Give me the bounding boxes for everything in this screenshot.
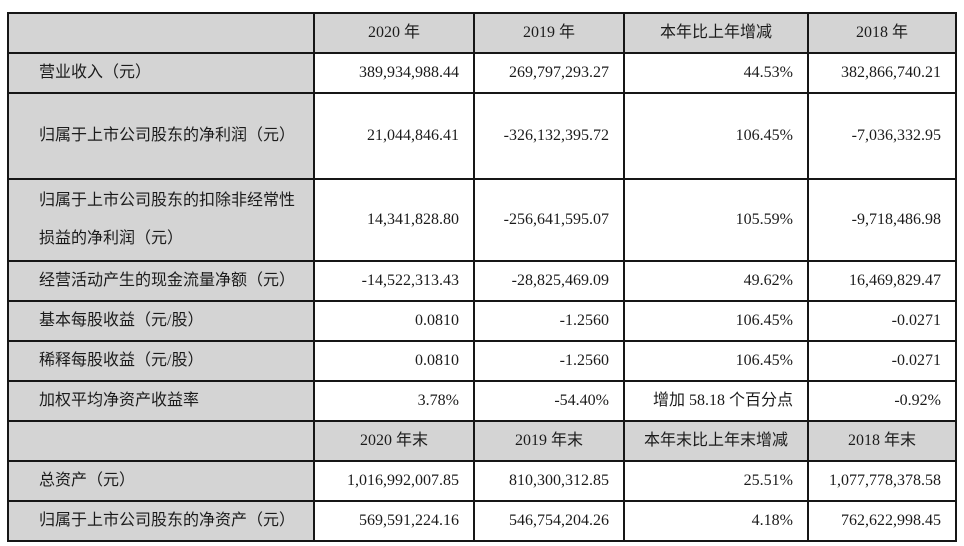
value-cell: 106.45% <box>623 340 809 382</box>
value-cell: -14,522,313.43 <box>313 260 475 302</box>
col-header-2020: 2020 年 <box>313 12 475 54</box>
row-label-deducted-net-profit: 归属于上市公司股东的扣除非经常性损益的净利润（元） <box>7 178 315 262</box>
value-cell: 1,016,992,007.85 <box>313 460 475 502</box>
row-label-basic-eps: 基本每股收益（元/股） <box>7 300 315 342</box>
value-cell: -0.0271 <box>807 340 957 382</box>
value-cell: 3.78% <box>313 380 475 422</box>
key-indicators-table: 2020 年 2019 年 本年比上年增减 2018 年 营业收入（元） 389… <box>7 12 957 542</box>
col-header-2018-end: 2018 年末 <box>807 420 957 462</box>
row-label-revenue: 营业收入（元） <box>7 52 315 94</box>
col-header-2019: 2019 年 <box>473 12 625 54</box>
value-cell: 21,044,846.41 <box>313 92 475 180</box>
value-cell: 14,341,828.80 <box>313 178 475 262</box>
row-label-weighted-roe: 加权平均净资产收益率 <box>7 380 315 422</box>
table-row: 经营活动产生的现金流量净额（元） -14,522,313.43 -28,825,… <box>7 260 957 302</box>
table-row: 加权平均净资产收益率 3.78% -54.40% 增加 58.18 个百分点 -… <box>7 380 957 422</box>
col-header-yoy-end-change: 本年末比上年末增减 <box>623 420 809 462</box>
value-cell: 546,754,204.26 <box>473 500 625 542</box>
value-cell: 增加 58.18 个百分点 <box>623 380 809 422</box>
value-cell: 569,591,224.16 <box>313 500 475 542</box>
value-cell: 382,866,740.21 <box>807 52 957 94</box>
table-row: 归属于上市公司股东的扣除非经常性损益的净利润（元） 14,341,828.80 … <box>7 178 957 262</box>
row-label-net-profit: 归属于上市公司股东的净利润（元） <box>7 92 315 180</box>
value-cell: -9,718,486.98 <box>807 178 957 262</box>
value-cell: 25.51% <box>623 460 809 502</box>
value-cell: -0.0271 <box>807 300 957 342</box>
value-cell: 106.45% <box>623 92 809 180</box>
value-cell: 16,469,829.47 <box>807 260 957 302</box>
value-cell: 810,300,312.85 <box>473 460 625 502</box>
value-cell: 105.59% <box>623 178 809 262</box>
header-row-year-end: 2020 年末 2019 年末 本年末比上年末增减 2018 年末 <box>7 420 957 462</box>
table-row: 总资产（元） 1,016,992,007.85 810,300,312.85 2… <box>7 460 957 502</box>
value-cell: -1.2560 <box>473 340 625 382</box>
value-cell: -0.92% <box>807 380 957 422</box>
table-row: 归属于上市公司股东的净资产（元） 569,591,224.16 546,754,… <box>7 500 957 542</box>
corner-cell <box>7 12 315 54</box>
table-row: 营业收入（元） 389,934,988.44 269,797,293.27 44… <box>7 52 957 94</box>
row-label-net-assets: 归属于上市公司股东的净资产（元） <box>7 500 315 542</box>
value-cell: -7,036,332.95 <box>807 92 957 180</box>
corner-cell <box>7 420 315 462</box>
value-cell: 269,797,293.27 <box>473 52 625 94</box>
value-cell: -54.40% <box>473 380 625 422</box>
value-cell: 4.18% <box>623 500 809 542</box>
financial-summary-table: 2020 年 2019 年 本年比上年增减 2018 年 营业收入（元） 389… <box>7 12 957 542</box>
row-label-total-assets: 总资产（元） <box>7 460 315 502</box>
value-cell: 762,622,998.45 <box>807 500 957 542</box>
value-cell: -28,825,469.09 <box>473 260 625 302</box>
table-row: 归属于上市公司股东的净利润（元） 21,044,846.41 -326,132,… <box>7 92 957 180</box>
col-header-yoy-change: 本年比上年增减 <box>623 12 809 54</box>
col-header-2018: 2018 年 <box>807 12 957 54</box>
table-row: 基本每股收益（元/股） 0.0810 -1.2560 106.45% -0.02… <box>7 300 957 342</box>
col-header-2020-end: 2020 年末 <box>313 420 475 462</box>
value-cell: 44.53% <box>623 52 809 94</box>
value-cell: 0.0810 <box>313 300 475 342</box>
value-cell: 389,934,988.44 <box>313 52 475 94</box>
col-header-2019-end: 2019 年末 <box>473 420 625 462</box>
value-cell: 106.45% <box>623 300 809 342</box>
row-label-diluted-eps: 稀释每股收益（元/股） <box>7 340 315 382</box>
value-cell: 1,077,778,378.58 <box>807 460 957 502</box>
value-cell: -256,641,595.07 <box>473 178 625 262</box>
value-cell: 49.62% <box>623 260 809 302</box>
row-label-operating-cash-flow: 经营活动产生的现金流量净额（元） <box>7 260 315 302</box>
table-row: 稀释每股收益（元/股） 0.0810 -1.2560 106.45% -0.02… <box>7 340 957 382</box>
header-row-annual: 2020 年 2019 年 本年比上年增减 2018 年 <box>7 12 957 54</box>
value-cell: 0.0810 <box>313 340 475 382</box>
value-cell: -326,132,395.72 <box>473 92 625 180</box>
value-cell: -1.2560 <box>473 300 625 342</box>
